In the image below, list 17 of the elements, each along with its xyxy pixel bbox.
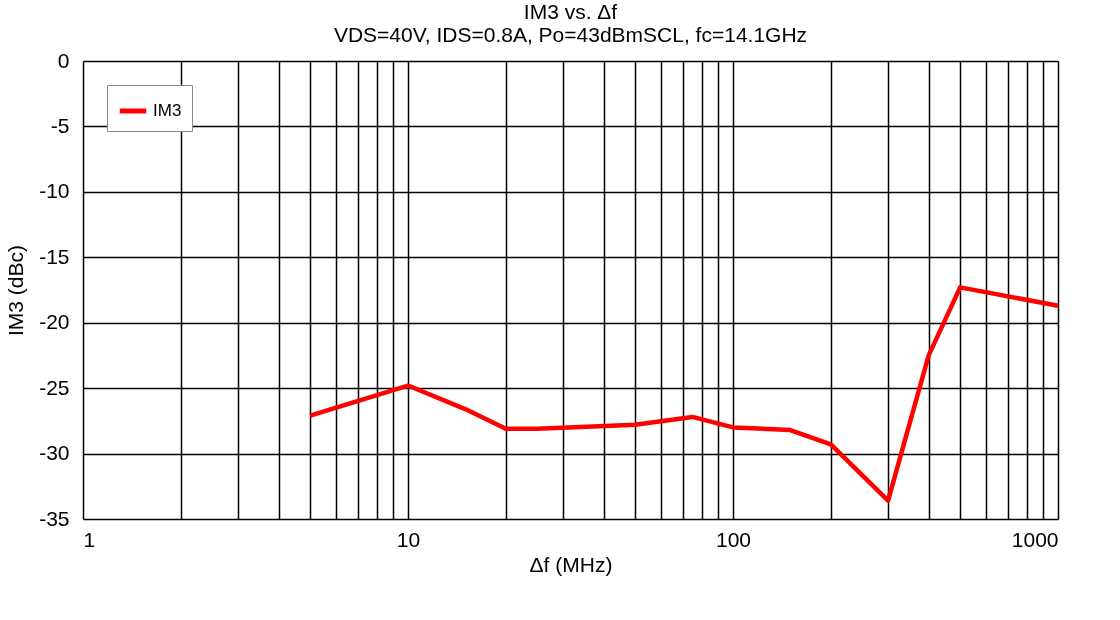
- y-tick-label: -35: [39, 506, 70, 530]
- x-tick-label: 1000: [1011, 527, 1059, 551]
- chart-title: IM3 vs. Δf: [523, 0, 618, 23]
- legend-label: IM3: [153, 101, 182, 120]
- y-tick-label: -10: [39, 179, 70, 203]
- y-tick-label: -15: [39, 244, 70, 268]
- y-axis-title: IM3 (dBc): [4, 244, 28, 337]
- y-tick-label: -20: [39, 310, 70, 334]
- y-tick-label: -5: [50, 113, 70, 137]
- x-tick-label: 100: [715, 527, 752, 551]
- x-tick-label: 10: [396, 527, 421, 551]
- chart-subtitle: VDS=40V, IDS=0.8A, Po=43dBmSCL, fc=14.1GHz: [333, 23, 808, 46]
- y-tick-label: -25: [39, 375, 70, 399]
- y-tick-label: -30: [39, 441, 70, 465]
- y-tick-label: 0: [57, 48, 70, 72]
- x-tick-label: 1: [83, 527, 96, 551]
- x-axis-title: Δf (MHz): [529, 552, 613, 576]
